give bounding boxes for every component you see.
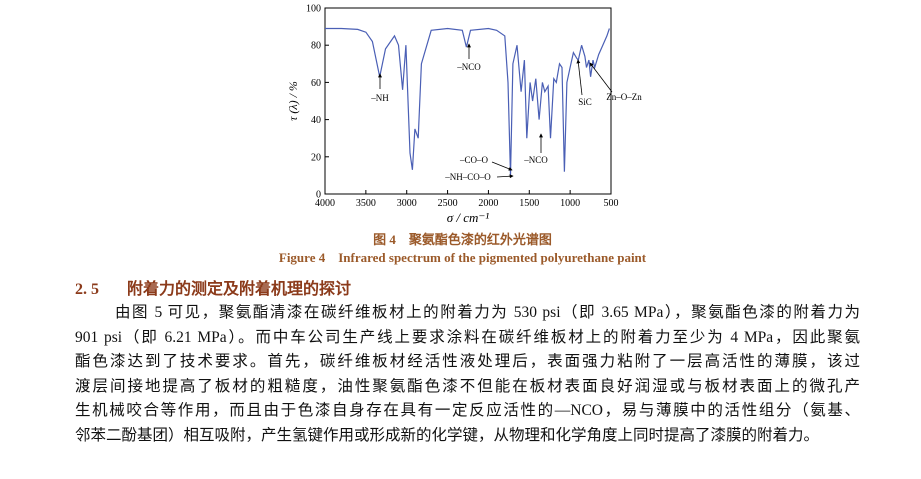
- annotation: SiC: [578, 97, 592, 107]
- section-heading: 2. 5 附着力的测定及附着机理的探讨: [75, 275, 379, 299]
- annotation-arrow: [589, 62, 613, 93]
- caption-cn: 图 4 聚氨酯色漆的红外光谱图: [373, 232, 552, 247]
- caption-en: Figure 4 Infrared spectrum of the pigmen…: [278, 250, 647, 265]
- annotation-arrow: [496, 174, 514, 179]
- annotation-arrow: [576, 59, 583, 96]
- section-title: 附着力的测定及附着机理的探讨: [127, 281, 352, 298]
- annotation: –NH–CO–O: [444, 172, 491, 182]
- y-tick-label: 40: [311, 115, 321, 126]
- annotation: –NH: [370, 93, 389, 103]
- x-tick-label: 2500: [438, 198, 458, 209]
- annotation: –NCO: [456, 62, 481, 72]
- text-line: 生机械咬合等作用，而且由于色漆自身存在具有一定反应活性的—NCO，易与薄膜中的活…: [75, 402, 860, 420]
- x-tick-label: 3000: [397, 198, 417, 209]
- annotation: –NCO: [523, 155, 548, 165]
- annotation-arrow: [491, 161, 513, 171]
- x-axis-label: σ / cm⁻¹: [447, 210, 490, 225]
- text-line: 由图 5 可见，聚氨酯清漆在碳纤维板材上的附着力为 530 psi（即 3.65…: [115, 304, 860, 321]
- x-tick-label: 1500: [519, 198, 539, 209]
- x-tick-label: 3500: [356, 198, 376, 209]
- text-line: 酯色漆达到了技术要求。首先，碳纤维板材经活性液处理后，表面强力粘附了一层高活性的…: [75, 353, 860, 371]
- annotation: Zn–O–Zn: [606, 92, 642, 102]
- plot-frame: [324, 7, 612, 195]
- x-tick-label: 4000: [315, 198, 335, 209]
- section-number: 2. 5: [75, 281, 99, 298]
- annotation: –CO–O: [459, 155, 489, 165]
- text-line: 邻苯二酚基团）相互吸附，产生氢键作用或形成新的化学键，从物理和化学角度上同时提高…: [75, 427, 820, 444]
- spectrum-line: [325, 27, 610, 176]
- x-tick-label: 2000: [478, 198, 498, 209]
- y-tick-label: 20: [311, 152, 321, 163]
- y-tick-label: 0: [316, 190, 321, 201]
- y-tick-label: 80: [311, 41, 321, 52]
- chart: σ / cm⁻¹ τ (λ) / % 0 20 40 60 80 100 4000 3500 3…: [286, 4, 642, 226]
- y-tick-label: 100: [306, 4, 321, 15]
- y-tick-label: 60: [311, 78, 321, 89]
- text-line: 渡层间接地提高了板材的粗糙度，油性聚氨酯色漆不但能在板材表面良好润湿或与板材表面…: [75, 377, 860, 395]
- y-axis-label: τ (λ) / %: [286, 81, 300, 121]
- text-line: 901 psi（即 6.21 MPa）。而中车公司生产线上要求涂料在碳纤维板材上…: [75, 328, 860, 346]
- x-tick-label: 1000: [560, 198, 580, 209]
- x-tick-label: 500: [604, 198, 619, 209]
